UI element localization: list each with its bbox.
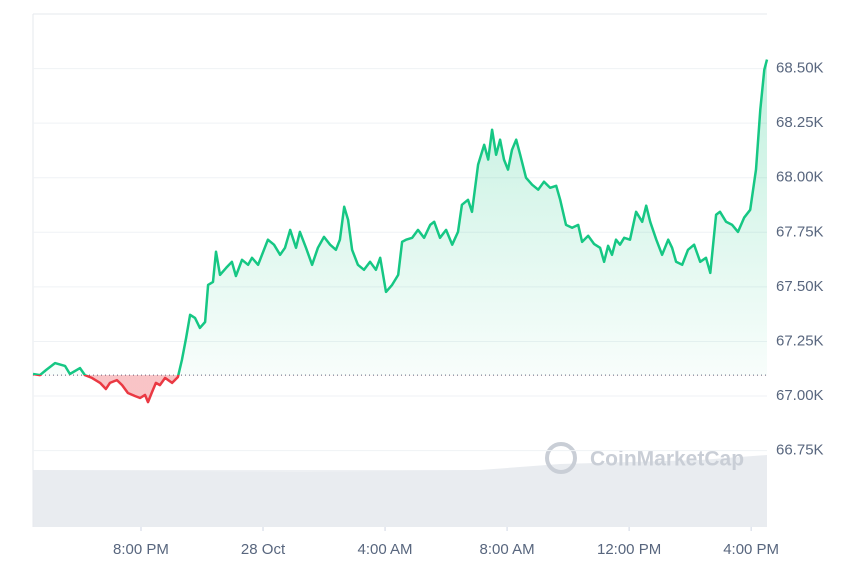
price-line bbox=[32, 59, 769, 404]
y-tick-label: 66.75K bbox=[776, 442, 824, 459]
x-tick-label: 28 Oct bbox=[241, 541, 286, 558]
y-tick-label: 68.25K bbox=[776, 114, 824, 131]
y-tick-label: 67.75K bbox=[776, 223, 824, 240]
x-tick-label: 4:00 PM bbox=[723, 541, 779, 558]
y-tick-label: 67.00K bbox=[776, 387, 824, 404]
x-tick-label: 8:00 PM bbox=[113, 541, 169, 558]
y-tick-label: 67.25K bbox=[776, 332, 824, 349]
x-tick-label: 8:00 AM bbox=[480, 541, 535, 558]
area bbox=[33, 59, 767, 403]
watermark: CoinMarketCap bbox=[545, 442, 744, 474]
watermark-text: CoinMarketCap bbox=[590, 448, 744, 471]
y-tick-label: 68.00K bbox=[776, 169, 824, 186]
y-tick-label: 68.50K bbox=[776, 60, 824, 77]
x-tick-label: 4:00 AM bbox=[358, 541, 413, 558]
x-tick-label: 12:00 PM bbox=[597, 541, 661, 558]
volume-area bbox=[33, 455, 767, 527]
y-tick-label: 67.50K bbox=[776, 278, 824, 295]
watermark-logo bbox=[545, 442, 577, 474]
